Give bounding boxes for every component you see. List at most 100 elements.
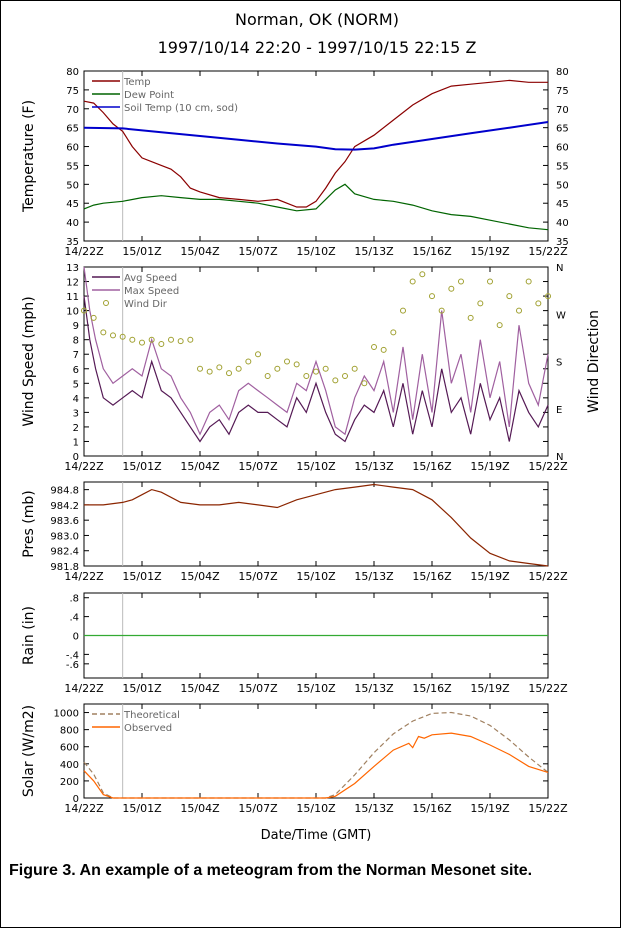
y-tick-label: 75 — [66, 86, 79, 97]
x-tick-label: 15/19Z — [470, 570, 510, 583]
x-tick-label: 15/10Z — [296, 460, 336, 473]
y-tick-label: 13 — [66, 263, 79, 274]
wind-dir-point — [322, 365, 329, 372]
right-y-tick-label: 65 — [556, 124, 569, 135]
wind-dir-point — [216, 364, 223, 371]
right-y-tick-label: E — [556, 405, 562, 416]
y-tick-label: .4 — [69, 613, 79, 624]
y-tick-label: 0 — [73, 632, 79, 643]
y-tick-label: 10 — [66, 307, 79, 318]
legend-label: Max Speed — [124, 286, 179, 297]
wind-dir-point — [448, 285, 455, 292]
x-tick-label: 15/07Z — [238, 245, 278, 258]
wind-dir-point — [158, 341, 165, 348]
y-tick-label: 981.8 — [50, 562, 79, 573]
y-tick-label: 65 — [66, 124, 79, 135]
right-y-tick-label: 80 — [556, 67, 569, 78]
observed-series — [83, 732, 549, 799]
legend-label: Dew Point — [124, 90, 174, 101]
legend-label: Theoretical — [123, 710, 180, 721]
y-tick-label: 55 — [66, 161, 79, 172]
x-tick-label: 15/04Z — [180, 460, 220, 473]
wind-dir-point — [487, 278, 493, 285]
max-speed-series — [83, 266, 549, 436]
y-tick-label: 3 — [73, 408, 79, 419]
legend-label: Avg Speed — [124, 273, 177, 284]
x-tick-label: 14/22Z — [64, 245, 104, 258]
right-y-tick-label: 70 — [556, 105, 569, 116]
x-tick-label: 15/13Z — [354, 245, 394, 258]
panel-solar: 14/22Z 15/01Z 15/04Z 15/07Z 15/10Z 15/13Z 15/1… — [21, 703, 568, 815]
wind-dir-series — [81, 271, 551, 387]
wind-dir-point — [400, 307, 406, 314]
right-y-tick-label: 50 — [556, 180, 569, 191]
wind-dir-point — [129, 336, 136, 343]
right-y-tick-label: 60 — [556, 143, 569, 154]
chart-subtitle: 1997/10/14 22:20 - 1997/10/15 22:15 Z — [158, 38, 477, 57]
x-tick-label: 15/16Z — [412, 570, 452, 583]
y-tick-label: 4 — [73, 394, 79, 405]
y-tick-label: 200 — [60, 777, 79, 788]
x-tick-label: 15/13Z — [354, 460, 394, 473]
wind-dir-point — [284, 358, 290, 365]
panel-rain: 14/22Z 15/01Z 15/04Z 15/07Z 15/10Z 15/13Z 15/1… — [21, 592, 568, 695]
y-tick-label: 35 — [66, 237, 79, 248]
wind-dir-point — [110, 332, 116, 339]
wind-dir-point — [438, 307, 445, 314]
y-tick-label: 1 — [73, 437, 79, 448]
pressure-series — [84, 483, 549, 567]
y-tick-label: 800 — [60, 726, 79, 737]
legend-label: Observed — [124, 723, 172, 734]
wind-dir-point — [409, 278, 416, 285]
wind-dir-point — [545, 293, 551, 300]
wind-dir-point — [303, 373, 310, 380]
x-tick-label: 15/07Z — [238, 570, 278, 583]
wind-dir-point — [477, 300, 484, 307]
x-tick-label: 14/22Z — [64, 570, 104, 583]
right-axis-label: Wind Direction — [586, 310, 602, 413]
y-tick-label: 0 — [73, 452, 79, 463]
temp-series — [83, 79, 548, 208]
wind-dir-point — [100, 329, 107, 336]
legend-label: Wind Dir — [124, 299, 168, 310]
y-tick-label: 984.2 — [50, 501, 79, 512]
x-tick-label: 15/04Z — [180, 802, 220, 815]
legend-swatch — [103, 300, 109, 306]
right-y-tick-label: N — [556, 263, 563, 274]
y-tick-label: -.6 — [66, 660, 79, 671]
y-tick-label: 983.6 — [50, 516, 79, 527]
x-tick-label: 15/16Z — [412, 245, 452, 258]
chart-title: Norman, OK (NORM) — [235, 10, 399, 29]
wind-dir-point — [245, 358, 252, 365]
y-tick-label: 60 — [66, 143, 79, 154]
y-axis-label: Wind Speed (mph) — [21, 296, 37, 426]
meteogram-chart: Norman, OK (NORM) 1997/10/14 22:20 - 199… — [21, 10, 602, 843]
x-tick-label: 15/07Z — [238, 802, 278, 815]
legend-label: Soil Temp (10 cm, sod) — [124, 103, 238, 114]
wind-dir-point — [139, 339, 145, 346]
wind-dir-point — [361, 380, 368, 387]
x-tick-label: 15/10Z — [296, 245, 336, 258]
panel-temperature: 14/22Z 15/01Z 15/04Z 15/07Z 15/10Z 15/13Z 15/1… — [21, 67, 569, 258]
x-tick-label: 15/22Z — [528, 570, 568, 583]
x-tick-label: 15/16Z — [412, 682, 452, 695]
wind-dir-point — [380, 346, 387, 353]
wind-dir-point — [168, 336, 174, 343]
right-y-tick-label: 75 — [556, 86, 569, 97]
wind-dir-point — [516, 307, 522, 314]
y-tick-label: 983.0 — [50, 531, 79, 542]
wind-dir-point — [429, 293, 435, 300]
y-tick-label: 600 — [60, 743, 79, 754]
x-tick-label: 15/19Z — [470, 682, 510, 695]
wind-dir-point — [255, 351, 261, 358]
wind-dir-point — [351, 365, 358, 372]
wind-dir-point — [81, 307, 87, 314]
x-tick-label: 15/01Z — [122, 802, 162, 815]
x-tick-label: 15/13Z — [354, 682, 394, 695]
right-y-tick-label: 45 — [556, 199, 569, 210]
wind-dir-point — [535, 300, 542, 307]
x-tick-label: 15/04Z — [180, 245, 220, 258]
y-tick-label: 12 — [66, 278, 79, 289]
dew-point-series — [83, 183, 549, 231]
y-axis-label: Rain (in) — [21, 606, 37, 665]
